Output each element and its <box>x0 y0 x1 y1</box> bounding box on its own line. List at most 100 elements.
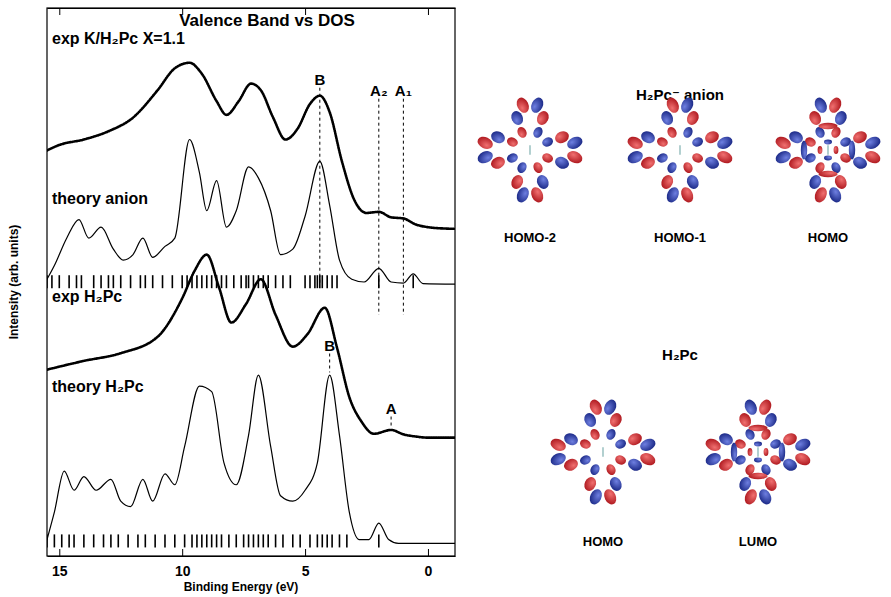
orbital-lobe <box>863 149 882 166</box>
orbital-arm <box>659 96 701 140</box>
x-tick-mark <box>428 8 429 15</box>
annotation-label: A₁ <box>395 82 412 99</box>
orbital-lobe <box>679 185 696 204</box>
level-tick <box>181 275 183 288</box>
orbital-bond <box>602 447 603 457</box>
orbital-lobe <box>541 152 555 165</box>
orbital-lobe <box>565 134 584 151</box>
orbital-bond <box>757 447 758 457</box>
x-tick-mark <box>182 549 183 556</box>
level-tick <box>120 275 122 288</box>
orbital-lobe <box>754 458 762 463</box>
orbital-lobe <box>589 463 602 477</box>
orbital-lobe <box>691 136 705 149</box>
orbital-lobe <box>691 152 705 165</box>
level-tick <box>258 534 260 547</box>
level-rug <box>47 275 413 288</box>
level-tick <box>221 534 223 547</box>
level-tick <box>226 275 228 288</box>
level-tick <box>309 275 311 288</box>
orbital-lobe <box>682 125 695 139</box>
series-label: theory H₂Pc <box>52 378 144 395</box>
series-line <box>47 140 455 285</box>
orbital-lobe <box>664 185 681 204</box>
orbital-picture <box>704 398 813 507</box>
level-tick <box>314 275 316 288</box>
level-tick <box>211 275 213 288</box>
x-tick-mark <box>59 549 60 556</box>
orbital-lobe <box>812 185 829 204</box>
orbital-lobe <box>748 473 767 479</box>
orbital-lobe <box>731 442 737 461</box>
orbital-lobe <box>549 436 568 453</box>
level-tick <box>47 275 48 288</box>
x-tick-top <box>428 8 429 15</box>
level-tick <box>93 534 95 547</box>
orbital-lobe <box>578 454 592 467</box>
x-tick: 0 <box>425 549 433 579</box>
annotation-line <box>378 99 379 315</box>
orbital-lobe <box>818 171 837 177</box>
orbital-bond <box>679 145 680 155</box>
level-tick <box>68 534 70 547</box>
plot-area <box>47 63 455 548</box>
level-tick <box>83 534 85 547</box>
x-tick-label: 15 <box>52 563 68 579</box>
level-tick <box>172 275 174 288</box>
level-tick <box>206 534 208 547</box>
orbital-arm <box>737 398 779 447</box>
annotation-label: B <box>314 71 325 88</box>
series-label: exp H₂Pc <box>52 288 122 305</box>
level-tick <box>309 534 311 547</box>
orbital-lobe <box>666 161 679 175</box>
orbital-lobe <box>774 149 793 166</box>
orbital-lobe <box>514 185 531 204</box>
orbital-arm <box>834 129 883 171</box>
level-tick <box>113 275 115 288</box>
series-label: theory anion <box>52 190 148 207</box>
level-tick <box>54 534 56 547</box>
level-tick <box>81 275 83 288</box>
level-tick <box>282 534 284 547</box>
level-tick <box>321 275 323 288</box>
orbital-arm <box>737 458 779 507</box>
orbital-lobe <box>682 161 695 175</box>
orbital-arm <box>774 129 823 171</box>
level-tick <box>248 534 250 547</box>
level-tick <box>326 275 328 288</box>
orbital-lobe <box>715 149 734 166</box>
orbital-label: HOMO <box>808 230 848 245</box>
level-tick <box>245 275 247 288</box>
orbital-lobe <box>742 398 759 417</box>
level-tick <box>292 534 294 547</box>
level-tick <box>221 275 223 288</box>
level-tick <box>346 534 348 547</box>
orbital-label: HOMO-1 <box>654 230 706 245</box>
orbital-lobe <box>541 136 555 149</box>
orbital-lobe <box>764 448 769 456</box>
orbital-arm <box>541 129 585 171</box>
level-tick <box>331 275 333 288</box>
level-tick <box>154 534 156 547</box>
annotation-line <box>319 88 320 284</box>
orbital-arm <box>582 398 624 442</box>
orbital-arm <box>807 156 849 205</box>
level-tick <box>191 534 193 547</box>
orbital-lobe <box>532 125 545 139</box>
orbital-lobe <box>679 96 696 115</box>
orbital-lobe <box>605 463 618 477</box>
level-tick <box>267 534 269 547</box>
level-tick <box>145 275 147 288</box>
level-tick <box>110 534 112 547</box>
x-tick: 15 <box>52 549 68 579</box>
orbital-lobe <box>578 438 592 451</box>
orbital-lobe <box>834 146 839 154</box>
level-tick <box>51 275 53 288</box>
level-tick <box>184 534 186 547</box>
orbital-lobe <box>849 140 855 159</box>
level-tick <box>162 275 164 288</box>
x-axis-top-line <box>48 8 456 9</box>
orbital-arm <box>509 96 551 140</box>
level-tick <box>211 534 213 547</box>
orbital-lobe <box>742 487 759 506</box>
